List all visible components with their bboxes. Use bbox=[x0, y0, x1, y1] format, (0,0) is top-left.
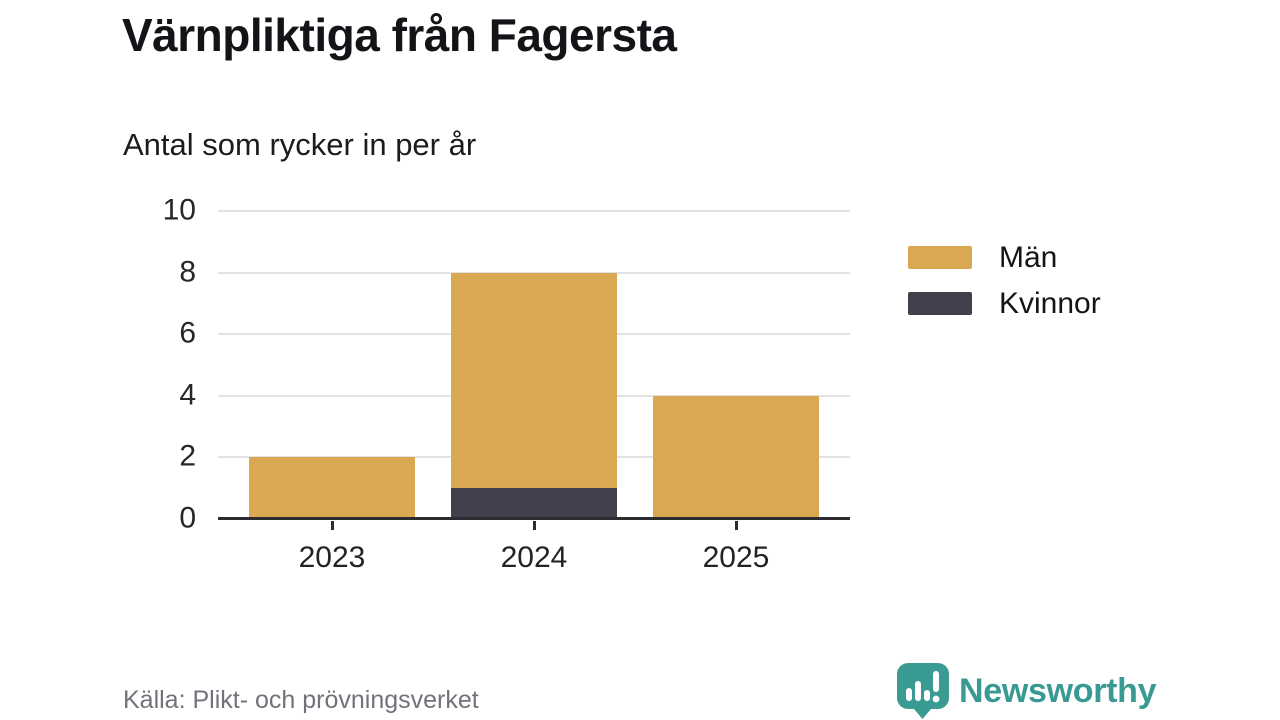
bar-segment-män-2023 bbox=[249, 457, 415, 519]
gridline-10 bbox=[218, 210, 850, 212]
x-tick-label: 2025 bbox=[702, 541, 770, 574]
y-tick-label: 10 bbox=[162, 193, 196, 227]
bar-segment-kvinnor-2024 bbox=[451, 488, 617, 519]
y-tick-label: 2 bbox=[179, 439, 196, 473]
chart-subtitle: Antal som rycker in per år bbox=[123, 127, 477, 162]
gridline-8 bbox=[218, 271, 850, 274]
x-tick-label: 2024 bbox=[500, 541, 568, 574]
legend-label: Kvinnor bbox=[999, 286, 1101, 320]
chart-title: Värnpliktiga från Fagersta bbox=[122, 9, 677, 61]
x-tick-mark bbox=[734, 521, 738, 530]
x-tick-mark bbox=[532, 521, 536, 530]
plot-area: 0 2 4 6 8 10 2023 2024 2025 bbox=[163, 193, 850, 574]
source-note: Källa: Plikt- och prövningsverket bbox=[123, 686, 479, 714]
x-tick-label: 2023 bbox=[298, 541, 366, 574]
legend-item-män: Män bbox=[908, 241, 1101, 274]
legend-swatch bbox=[908, 292, 972, 315]
legend-label: Män bbox=[999, 240, 1058, 274]
chart-legend: Män Kvinnor bbox=[908, 241, 1101, 320]
y-tick-label: 8 bbox=[179, 254, 196, 288]
legend-swatch bbox=[908, 246, 972, 269]
x-axis-line bbox=[218, 517, 850, 520]
newsworthy-brand: Newsworthy bbox=[897, 663, 1157, 719]
x-tick-mark bbox=[330, 521, 334, 530]
newsworthy-logo-text: Newsworthy bbox=[959, 671, 1157, 710]
legend-item-kvinnor: Kvinnor bbox=[908, 287, 1101, 320]
y-tick-label: 0 bbox=[179, 501, 196, 535]
bar-segment-män-2024 bbox=[451, 272, 617, 489]
y-tick-label: 6 bbox=[179, 316, 196, 350]
y-tick-label: 4 bbox=[179, 378, 196, 412]
bar-segment-män-2025 bbox=[653, 395, 819, 519]
newsworthy-logo-icon bbox=[897, 663, 949, 719]
